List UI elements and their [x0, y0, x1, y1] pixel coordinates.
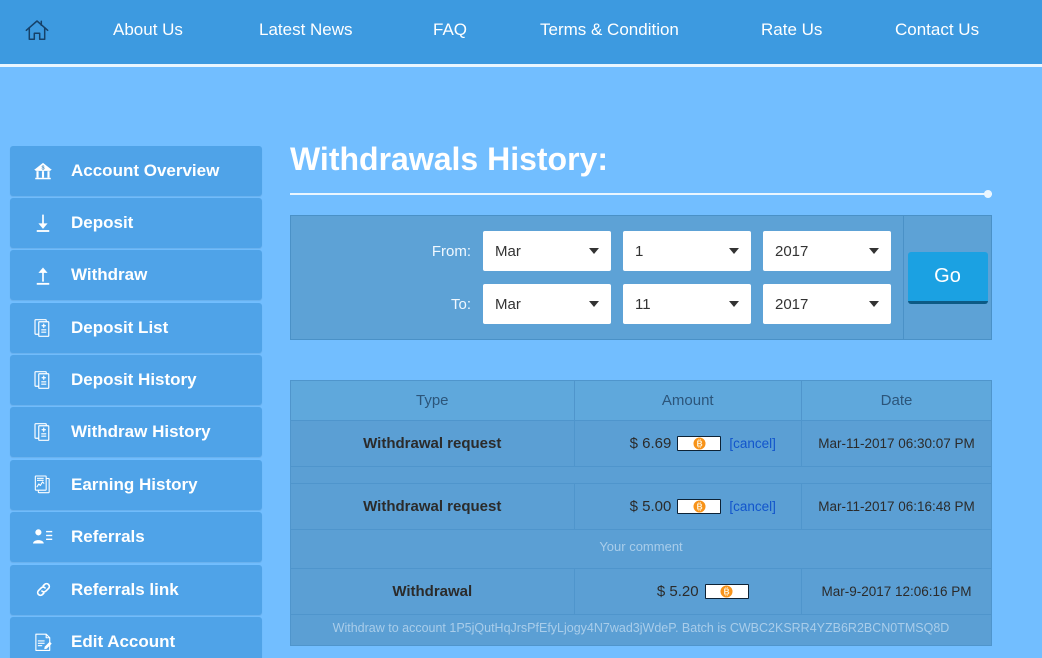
svg-text:B: B: [696, 501, 702, 511]
svg-text:B: B: [724, 586, 730, 596]
svg-text:$: $: [41, 165, 44, 171]
svg-text:B: B: [696, 438, 702, 448]
